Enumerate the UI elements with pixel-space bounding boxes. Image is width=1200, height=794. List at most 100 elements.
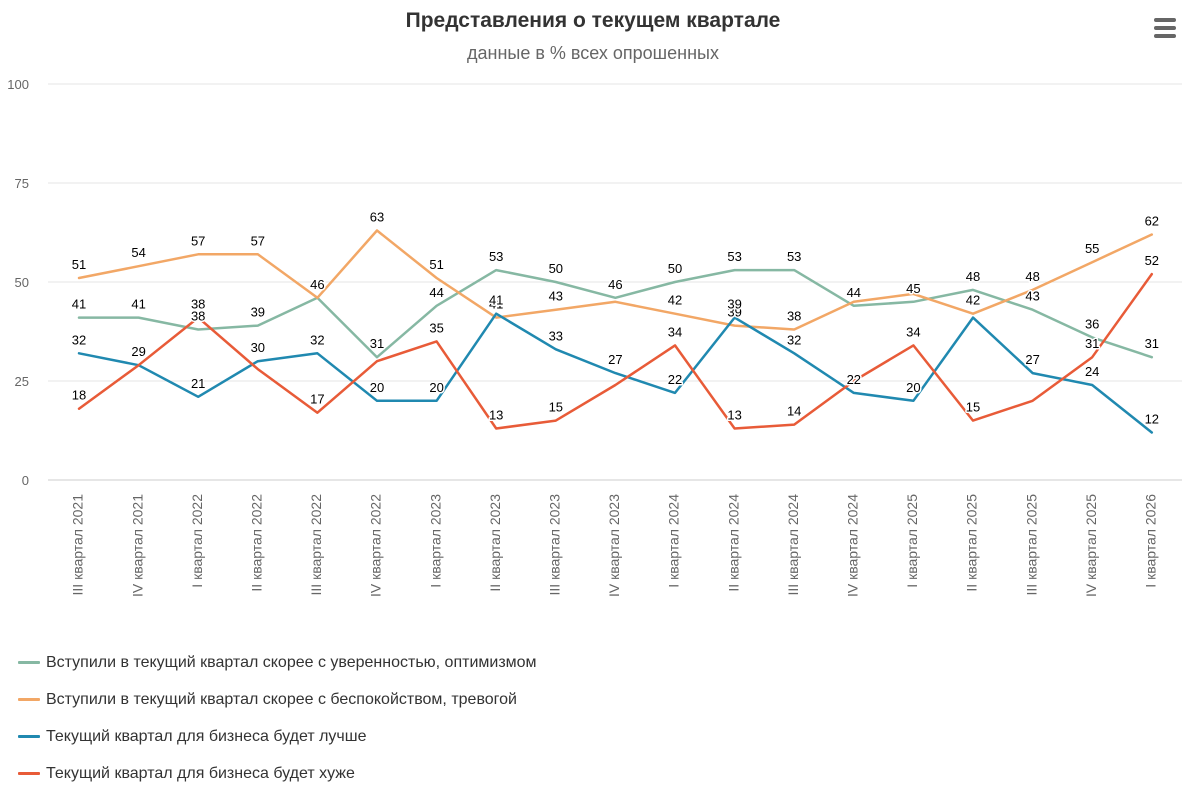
x-tick-label: III квартал 2023 [547, 494, 563, 596]
data-label: 18 [72, 388, 86, 403]
data-label: 15 [966, 400, 980, 415]
x-tick-label: II квартал 2022 [249, 494, 265, 592]
legend-item[interactable]: Текущий квартал для бизнеса будет хуже [18, 755, 537, 792]
data-label: 42 [966, 293, 980, 308]
data-label: 27 [1025, 352, 1039, 367]
data-label: 39 [251, 305, 265, 320]
x-tick-label: I квартал 2025 [904, 494, 920, 588]
data-label: 12 [1145, 411, 1159, 426]
x-tick-label: IV квартал 2023 [606, 494, 622, 597]
data-label: 24 [1085, 364, 1099, 379]
data-label: 32 [72, 332, 86, 347]
x-tick-label: IV квартал 2024 [845, 494, 861, 597]
y-tick-label: 75 [15, 176, 29, 191]
series-line-4 [77, 272, 1154, 430]
data-label: 62 [1145, 213, 1159, 228]
data-label: 45 [906, 281, 920, 296]
data-label: 29 [131, 344, 145, 359]
data-label: 43 [1025, 289, 1039, 304]
x-tick-label: III квартал 2025 [1023, 494, 1039, 596]
data-label: 22 [668, 372, 682, 387]
data-label: 34 [906, 324, 920, 339]
data-label: 46 [310, 277, 324, 292]
data-label: 20 [429, 380, 443, 395]
x-tick-label: I квартал 2022 [189, 494, 205, 588]
series-line-1 [77, 268, 1154, 359]
series-line-2 [77, 229, 1154, 331]
data-label: 35 [429, 320, 443, 335]
data-label: 36 [1085, 316, 1099, 331]
x-tick-label: I квартал 2024 [666, 494, 682, 588]
data-label: 27 [608, 352, 622, 367]
data-label: 32 [787, 332, 801, 347]
x-tick-label: II квартал 2023 [487, 494, 503, 592]
legend-item[interactable]: Вступили в текущий квартал скорее с увер… [18, 644, 537, 681]
series-line-3 [77, 312, 1154, 434]
data-label: 44 [847, 285, 861, 300]
y-tick-label: 0 [22, 473, 29, 488]
x-tick-label: IV квартал 2025 [1083, 494, 1099, 597]
data-label: 57 [191, 233, 205, 248]
data-label: 53 [787, 249, 801, 264]
hamburger-menu-icon [1154, 18, 1176, 38]
data-label: 53 [489, 249, 503, 264]
legend-line-icon [18, 661, 40, 664]
data-label: 46 [608, 277, 622, 292]
data-label: 32 [310, 332, 324, 347]
data-label: 46 [310, 277, 324, 292]
data-label: 30 [251, 340, 265, 355]
data-label: 55 [1085, 241, 1099, 256]
y-tick-label: 100 [7, 77, 29, 92]
legend-label: Вступили в текущий квартал скорее с бесп… [46, 690, 517, 708]
legend-line-icon [18, 698, 40, 701]
data-label: 33 [549, 328, 563, 343]
line-chart: 0 25 50 75 100 III квартал 2021 IV квартал 202… [7, 77, 1182, 597]
x-tick-label: III квартал 2022 [308, 494, 324, 596]
chart-legend: Вступили в текущий квартал скорее с увер… [18, 644, 537, 792]
x-tick-label: IV квартал 2022 [368, 494, 384, 597]
data-label: 38 [787, 309, 801, 324]
legend-item[interactable]: Текущий квартал для бизнеса будет лучше [18, 718, 537, 755]
data-label: 63 [370, 210, 384, 225]
legend-label: Текущий квартал для бизнеса будет хуже [46, 764, 355, 782]
x-tick-label: IV квартал 2021 [129, 494, 145, 597]
data-label: 48 [1025, 269, 1039, 284]
data-label: 15 [549, 400, 563, 415]
x-tick-label: III квартал 2024 [785, 494, 801, 596]
y-tick-label: 25 [15, 374, 29, 389]
legend-item[interactable]: Вступили в текущий квартал скорее с бесп… [18, 681, 537, 718]
data-label: 57 [251, 233, 265, 248]
legend-label: Вступили в текущий квартал скорее с увер… [46, 653, 537, 671]
data-label: 54 [131, 245, 145, 260]
data-label: 41 [489, 297, 503, 312]
data-label: 50 [668, 261, 682, 276]
data-label: 50 [549, 261, 563, 276]
data-label: 13 [489, 408, 503, 423]
data-label: 53 [727, 249, 741, 264]
y-tick-label: 50 [15, 275, 29, 290]
data-label: 41 [131, 297, 145, 312]
data-label: 51 [72, 257, 86, 272]
x-tick-label: I квартал 2026 [1143, 494, 1159, 588]
data-label: 31 [370, 336, 384, 351]
data-label: 41 [72, 297, 86, 312]
data-label: 20 [370, 380, 384, 395]
data-label: 43 [549, 289, 563, 304]
data-label: 41 [489, 293, 503, 308]
data-label: 17 [310, 392, 324, 407]
data-label: 31 [1145, 336, 1159, 351]
data-label: 20 [906, 380, 920, 395]
data-label: 38 [191, 309, 205, 324]
data-label: 39 [727, 305, 741, 320]
data-label: 31 [1085, 336, 1099, 351]
data-label: 14 [787, 404, 801, 419]
menu-button[interactable] [1150, 14, 1182, 42]
x-tick-label: II квартал 2024 [725, 494, 741, 592]
data-label: 44 [429, 285, 443, 300]
data-label: 22 [847, 372, 861, 387]
data-label: 34 [668, 324, 682, 339]
x-tick-label: III квартал 2021 [70, 494, 86, 596]
chart-title: Представления о текущем квартале [405, 9, 781, 32]
data-label: 13 [727, 408, 741, 423]
x-tick-label: I квартал 2023 [427, 494, 443, 588]
